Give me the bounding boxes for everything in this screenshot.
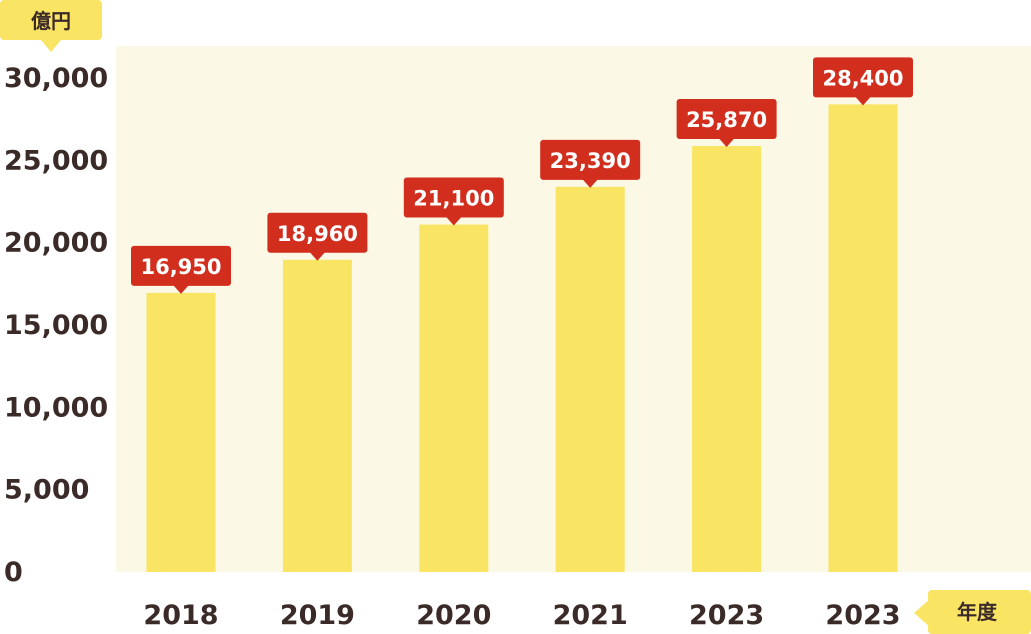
y-tick-label: 20,000: [4, 228, 108, 259]
bar: [419, 224, 489, 572]
callout-box: [540, 139, 641, 180]
x-tick-label: 2023: [825, 600, 900, 631]
value-callout: 28,400: [813, 57, 913, 106]
callout-box: [676, 99, 777, 140]
y-unit-label: 億円: [31, 9, 71, 33]
x-tick-label: 2023: [689, 600, 764, 631]
value-callout: 16,950: [131, 245, 231, 294]
y-axis: 0 5,000 10,000 15,000 20,000 25,000 30,000: [4, 63, 108, 588]
callout-pointer: [173, 284, 189, 294]
x-axis: 2018 2019 2020 2021 2023 2023: [143, 600, 900, 631]
y-tick-label: 5,000: [4, 475, 89, 506]
callout-pointer: [309, 251, 326, 261]
callout-pointer: [718, 138, 735, 148]
callout-box: [403, 177, 504, 218]
y-unit-badge: 億円: [0, 0, 102, 52]
x-tick-label: 2021: [553, 600, 628, 631]
value-callout: 18,960: [267, 212, 368, 261]
y-tick-label: 0: [4, 557, 23, 588]
x-tick-label: 2019: [280, 600, 355, 631]
callout-pointer: [582, 178, 599, 188]
callout-box: [267, 212, 368, 253]
x-tick-label: 2020: [416, 600, 491, 631]
bar: [282, 259, 352, 572]
bar: [146, 292, 216, 572]
x-tick-label: 2018: [143, 600, 218, 631]
callout-box: [813, 57, 913, 98]
bar: [555, 186, 625, 572]
value-label: 25,870: [686, 108, 767, 132]
y-tick-label: 10,000: [4, 392, 108, 423]
bars: [146, 104, 898, 573]
value-label: 28,400: [822, 66, 903, 90]
value-label: 23,390: [550, 149, 631, 173]
bar: [692, 146, 762, 573]
value-callouts: 16,950 18,960 21,100 23,390 25,870 28,400: [131, 57, 913, 294]
x-unit-label: 年度: [957, 600, 998, 624]
value-callout: 25,870: [676, 99, 777, 148]
y-tick-label: 25,000: [4, 145, 108, 176]
y-tick-label: 15,000: [4, 310, 108, 341]
y-tick-label: 30,000: [4, 63, 108, 94]
callout-box: [131, 245, 231, 286]
x-unit-badge: 年度: [914, 590, 1031, 634]
value-label: 16,950: [140, 255, 221, 279]
bar: [828, 104, 898, 572]
callout-pointer: [445, 216, 462, 226]
value-label: 21,100: [413, 187, 494, 211]
value-label: 18,960: [277, 222, 358, 246]
value-callout: 23,390: [540, 139, 641, 188]
value-callout: 21,100: [403, 177, 504, 226]
callout-pointer: [855, 96, 871, 106]
